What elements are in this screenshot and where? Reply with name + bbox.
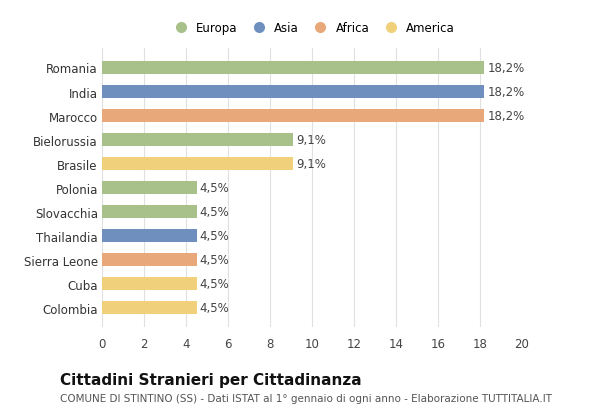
Bar	[102, 254, 197, 267]
Bar	[102, 182, 197, 195]
Bar	[102, 301, 197, 315]
Legend: Europa, Asia, Africa, America: Europa, Asia, Africa, America	[169, 22, 455, 35]
Bar	[102, 157, 293, 171]
Text: 4,5%: 4,5%	[200, 278, 229, 290]
Text: 18,2%: 18,2%	[487, 86, 524, 99]
Text: Cittadini Stranieri per Cittadinanza: Cittadini Stranieri per Cittadinanza	[60, 372, 362, 387]
Text: COMUNE DI STINTINO (SS) - Dati ISTAT al 1° gennaio di ogni anno - Elaborazione T: COMUNE DI STINTINO (SS) - Dati ISTAT al …	[60, 393, 552, 402]
Bar	[102, 134, 293, 147]
Text: 4,5%: 4,5%	[200, 301, 229, 315]
Bar	[102, 229, 197, 243]
Text: 4,5%: 4,5%	[200, 254, 229, 267]
Bar	[102, 62, 484, 75]
Bar	[102, 277, 197, 290]
Text: 4,5%: 4,5%	[200, 206, 229, 218]
Text: 4,5%: 4,5%	[200, 229, 229, 243]
Bar	[102, 205, 197, 219]
Text: 4,5%: 4,5%	[200, 182, 229, 195]
Bar	[102, 86, 484, 99]
Text: 18,2%: 18,2%	[487, 62, 524, 75]
Text: 18,2%: 18,2%	[487, 110, 524, 123]
Text: 9,1%: 9,1%	[296, 158, 326, 171]
Bar	[102, 110, 484, 123]
Text: 9,1%: 9,1%	[296, 134, 326, 147]
